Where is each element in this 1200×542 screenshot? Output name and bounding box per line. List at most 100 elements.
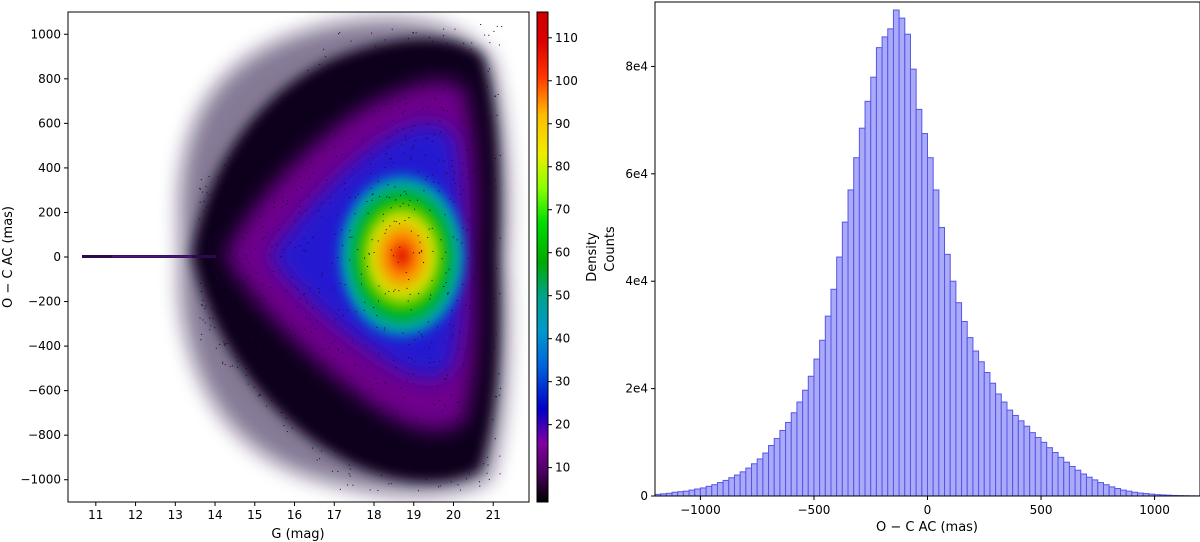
scatter-point <box>394 427 396 429</box>
scatter-point <box>261 334 263 336</box>
scatter-point <box>452 333 454 335</box>
histogram-bar <box>1046 447 1053 497</box>
scatter-point <box>466 74 468 76</box>
scatter-x-ticks: 11 12 13 14 15 16 17 18 19 20 21 <box>88 502 501 522</box>
scatter-point <box>236 253 238 255</box>
scatter-point <box>253 308 255 310</box>
scatter-point <box>488 34 490 36</box>
scatter-point <box>206 206 208 208</box>
histogram-x-axis-label: O − C AC (mas) <box>876 520 978 535</box>
scatter-point <box>318 288 320 290</box>
scatter-point <box>421 334 423 336</box>
scatter-point <box>203 200 205 202</box>
histogram-bar <box>989 382 997 497</box>
scatter-point <box>469 171 471 173</box>
scatter-point <box>495 395 497 397</box>
scatter-point <box>472 315 474 317</box>
scatter-point <box>237 360 239 362</box>
histogram-bar <box>904 33 911 497</box>
scatter-point <box>463 42 465 44</box>
scatter-point <box>262 119 264 121</box>
scatter-point <box>421 102 423 104</box>
scatter-point <box>413 361 415 363</box>
scatter-point <box>387 184 389 186</box>
scatter-point <box>439 131 441 133</box>
scatter-point <box>262 370 264 372</box>
scatter-point <box>425 478 427 480</box>
scatter-point <box>407 38 409 40</box>
histogram-bar <box>1120 489 1127 497</box>
scatter-point <box>400 387 402 389</box>
scatter-point <box>202 319 204 321</box>
colorbar-label: Density <box>585 232 600 282</box>
scatter-point <box>477 113 479 115</box>
scatter-point <box>450 481 452 483</box>
x-tick-label: 12 <box>128 508 143 522</box>
scatter-point <box>230 271 232 273</box>
scatter-point <box>392 95 394 97</box>
histogram-bar <box>1034 436 1042 497</box>
scatter-point <box>246 193 248 195</box>
scatter-point <box>246 231 248 233</box>
scatter-point <box>483 160 485 162</box>
y-tick-label: 1000 <box>30 27 61 41</box>
scatter-point <box>209 247 211 249</box>
scatter-point <box>214 327 216 329</box>
scatter-point <box>270 161 272 163</box>
scatter-point <box>267 231 269 233</box>
scatter-point <box>319 414 321 416</box>
scatter-point <box>214 268 216 270</box>
scatter-point <box>485 416 487 418</box>
histogram-bar <box>671 491 679 497</box>
scatter-point <box>278 334 280 336</box>
scatter-point <box>225 294 227 296</box>
scatter-point <box>239 300 241 302</box>
scatter-point <box>384 39 386 41</box>
scatter-point <box>326 179 328 181</box>
scatter-point <box>265 116 267 118</box>
scatter-point <box>309 326 311 328</box>
scatter-point <box>365 442 367 444</box>
scatter-point <box>260 370 262 372</box>
scatter-point <box>212 317 214 319</box>
scatter-point <box>364 257 366 259</box>
scatter-point <box>251 336 253 338</box>
scatter-point <box>351 236 353 238</box>
scatter-point <box>244 281 246 283</box>
scatter-point <box>453 170 455 172</box>
scatter-point <box>290 276 292 278</box>
scatter-point <box>280 256 282 258</box>
scatter-point <box>408 68 410 70</box>
scatter-point <box>241 167 243 169</box>
scatter-point <box>259 311 261 313</box>
histogram-bar <box>1029 432 1036 497</box>
scatter-point <box>247 383 249 385</box>
scatter-point <box>219 262 221 264</box>
histogram-bar <box>995 393 1002 497</box>
scatter-point <box>220 215 222 217</box>
scatter-point <box>309 319 311 321</box>
scatter-point <box>286 367 288 369</box>
scatter-point <box>224 345 226 347</box>
scatter-point <box>272 338 274 340</box>
scatter-point <box>384 293 386 295</box>
scatter-point <box>277 130 279 132</box>
scatter-point <box>429 209 431 211</box>
scatter-point <box>396 129 398 131</box>
scatter-point <box>494 180 496 182</box>
histogram-bar <box>966 337 974 497</box>
histogram-bar <box>938 227 946 497</box>
scatter-point <box>261 294 263 296</box>
scatter-point <box>394 186 396 188</box>
scatter-point <box>406 379 408 381</box>
scatter-point <box>429 362 431 364</box>
scatter-point <box>228 248 230 250</box>
histogram-panel: −1000 −500 0 500 1000 0 2e4 4e4 6e4 8e4 O − C AC… <box>603 1 1200 535</box>
histogram-bar <box>813 358 821 497</box>
histogram-bar <box>1102 484 1110 497</box>
scatter-point <box>399 459 401 461</box>
scatter-point <box>454 28 456 30</box>
scatter-point <box>340 113 342 115</box>
histogram-bar <box>1051 452 1059 497</box>
scatter-point <box>260 344 262 346</box>
